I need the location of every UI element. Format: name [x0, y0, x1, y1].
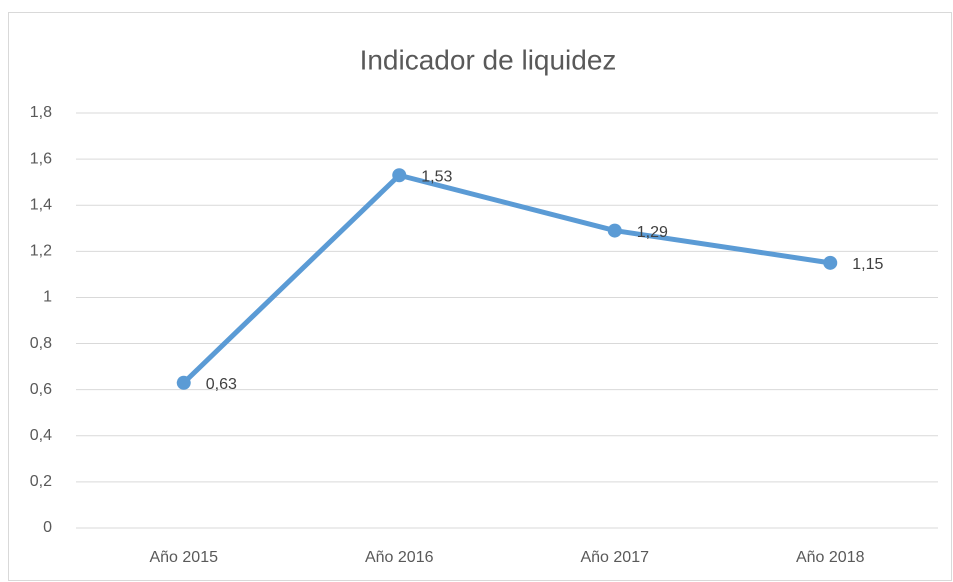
x-tick-label: Año 2015	[149, 549, 218, 566]
x-tick-label: Año 2017	[580, 549, 649, 566]
data-label: 1,29	[637, 224, 668, 241]
data-point	[392, 168, 407, 183]
data-label: 1,15	[852, 256, 883, 273]
y-tick-label: 1,4	[30, 196, 52, 213]
data-point	[607, 223, 622, 238]
data-label: 0,63	[206, 376, 237, 393]
y-tick-label: 0	[43, 519, 52, 536]
y-tick-label: 1,8	[30, 104, 52, 121]
x-tick-label: Año 2016	[365, 549, 434, 566]
y-tick-label: 1	[43, 289, 52, 306]
chart-border	[8, 12, 952, 581]
x-tick-label: Año 2018	[796, 549, 865, 566]
data-point	[176, 375, 191, 390]
data-point	[823, 255, 838, 270]
chart-title: Indicador de liquidez	[360, 44, 617, 75]
series-line	[182, 172, 831, 385]
y-tick-label: 0,2	[30, 473, 52, 490]
y-tick-label: 0,6	[30, 381, 52, 398]
data-label: 1,53	[421, 168, 452, 185]
y-tick-label: 1,6	[30, 150, 52, 167]
y-tick-label: 1,2	[30, 243, 52, 260]
y-tick-label: 0,4	[30, 427, 52, 444]
y-tick-label: 0,8	[30, 335, 52, 352]
